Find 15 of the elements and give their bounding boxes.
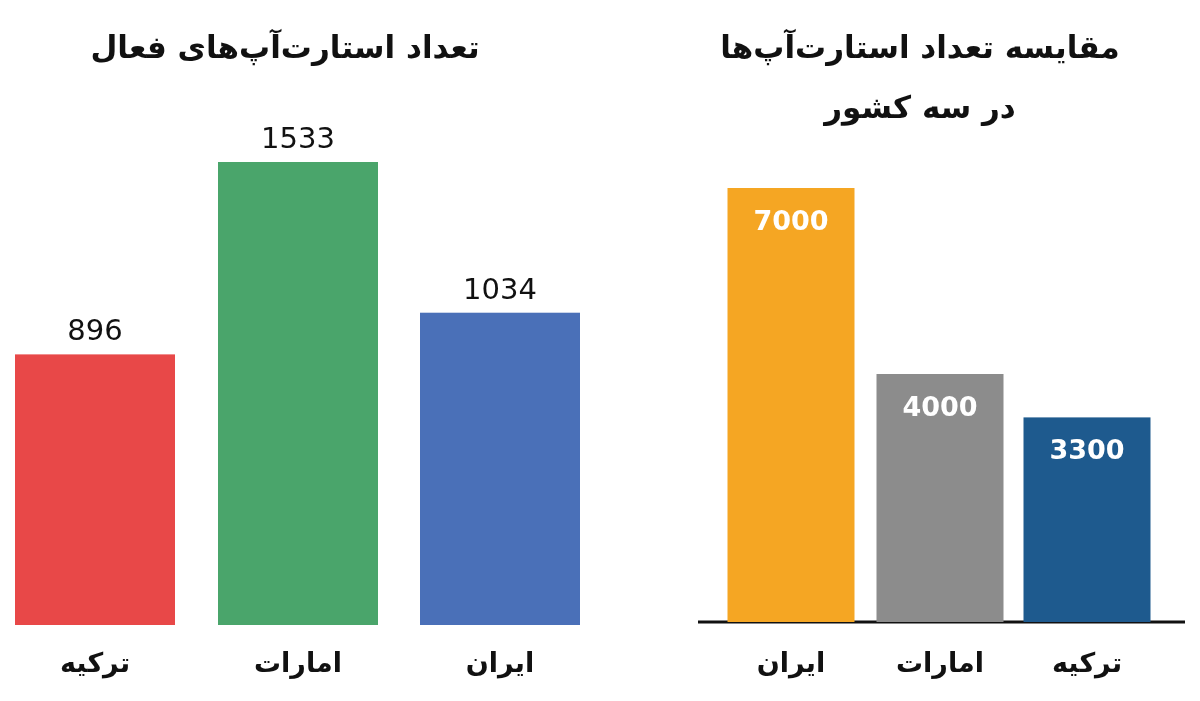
x-tick-label: ایران	[465, 647, 535, 679]
chart-title: مقایسه تعداد استارت‌آپ‌ها	[720, 28, 1120, 66]
x-tick-label: امارات	[895, 647, 985, 679]
chart-subtitle: در سه کشور	[822, 89, 1016, 126]
x-tick-label: ایران	[756, 647, 826, 679]
data-label: 1533	[261, 121, 335, 155]
data-label: 7000	[753, 205, 829, 236]
x-tick-label: ترکیه	[1051, 647, 1123, 679]
chart-title: تعداد استارت‌آپ‌های فعال	[90, 28, 480, 66]
data-label: 3300	[1049, 434, 1125, 466]
x-tick-label: ترکیه	[59, 647, 131, 679]
data-label: 4000	[902, 391, 978, 422]
data-label: 896	[67, 313, 123, 348]
data-label: 1034	[463, 271, 537, 306]
x-tick-label: امارات	[253, 647, 343, 679]
